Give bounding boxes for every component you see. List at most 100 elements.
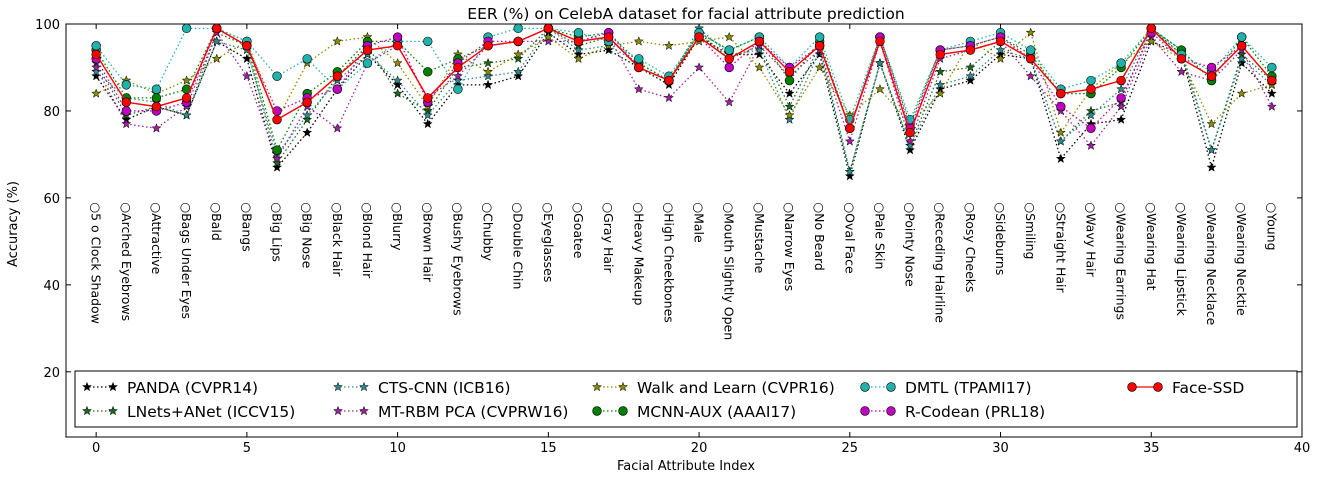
attribute-label: ○Mustache (752, 202, 767, 273)
x-tick-label: 40 (1294, 441, 1311, 456)
data-point (814, 62, 825, 72)
data-point (1266, 88, 1277, 98)
data-point (845, 123, 855, 134)
data-point (694, 62, 705, 72)
data-point (513, 49, 524, 59)
legend-label: PANDA (CVPR14) (127, 379, 258, 397)
data-point (844, 136, 855, 146)
data-point (1237, 32, 1247, 42)
data-point (241, 70, 252, 81)
attribute-label: ○Wearing Hat (1144, 202, 1159, 290)
attribute-label: ○Straight Hair (1053, 202, 1068, 293)
data-point (272, 71, 282, 81)
data-point (271, 157, 283, 168)
data-point (603, 32, 614, 42)
data-point (573, 53, 584, 64)
data-point (1025, 27, 1036, 38)
data-point (181, 109, 192, 120)
data-point (121, 80, 131, 90)
data-point (362, 45, 373, 55)
data-point (874, 57, 886, 68)
data-point (995, 53, 1006, 64)
data-point (1237, 41, 1247, 51)
data-point (1206, 162, 1217, 172)
data-point (935, 66, 946, 77)
series-line (95, 27, 1273, 135)
data-point (1055, 127, 1066, 138)
data-point (513, 23, 523, 34)
attribute-label: ○Wearing Necktie (1234, 202, 1249, 316)
data-point (905, 127, 915, 138)
data-point (694, 32, 704, 42)
data-point (513, 53, 524, 64)
data-point (784, 67, 795, 77)
data-point (905, 140, 916, 151)
chart-title: EER (%) on CelebA dataset for facial att… (467, 5, 904, 23)
attribute-label: ○Bags Under Eyes (179, 202, 194, 319)
data-point (784, 101, 795, 111)
data-point (724, 45, 734, 55)
x-tick-label: 15 (540, 441, 557, 456)
legend-marker (81, 405, 93, 416)
data-point (965, 45, 976, 55)
data-point (784, 75, 795, 86)
data-point (543, 36, 554, 46)
data-point (1267, 75, 1277, 86)
data-point (482, 79, 494, 90)
attribute-label: ○Pointy Nose (903, 202, 918, 287)
data-point (482, 57, 494, 68)
y-tick-label: 80 (43, 105, 60, 120)
attribute-label: ○Blurry (390, 202, 405, 251)
legend-box (74, 370, 1298, 428)
attribute-label: ○Attractive (149, 202, 164, 274)
x-tick-label: 20 (691, 441, 708, 456)
attribute-label: ○Rosy Cheeks (963, 202, 978, 292)
data-point (1085, 109, 1097, 120)
data-point (995, 36, 1006, 47)
data-point (1236, 88, 1247, 98)
attribute-label: ○Heavy Makeup (631, 202, 646, 305)
legend-marker (81, 381, 93, 392)
data-point (663, 40, 674, 51)
data-point (1086, 84, 1096, 94)
legend-entry: LNets+ANet (ICCV15) (81, 403, 295, 421)
legend-marker (591, 381, 603, 392)
data-point (754, 62, 765, 72)
data-point (332, 84, 343, 94)
data-point (724, 54, 734, 64)
data-point (965, 70, 976, 81)
attribute-label: ○Black Hair (330, 202, 345, 277)
y-tick-label: 100 (35, 18, 60, 33)
data-point (422, 109, 433, 120)
legend-entry: CTS-CNN (ICB16) (332, 379, 511, 397)
y-tick-label: 40 (43, 279, 60, 294)
legend-label: Walk and Learn (CVPR16) (637, 379, 835, 397)
attribute-label: ○Mouth Slightly Open (722, 202, 737, 340)
data-point (1056, 101, 1066, 112)
attribute-label: ○Male (692, 202, 707, 243)
data-point (633, 83, 644, 94)
data-point (1176, 54, 1187, 64)
attribute-label: ○Gray Hair (601, 202, 616, 273)
attribute-label: ○Brown Hair (420, 202, 435, 283)
data-point (1086, 75, 1096, 86)
data-point (362, 58, 373, 68)
data-point (151, 123, 162, 133)
data-point (181, 75, 192, 85)
data-point (784, 88, 795, 98)
attribute-label: ○Chubby (481, 202, 496, 261)
data-point (874, 83, 886, 94)
data-point (1146, 23, 1156, 34)
data-point (513, 36, 523, 47)
data-point (272, 145, 282, 155)
data-point (302, 127, 313, 138)
data-point (392, 75, 403, 85)
attribute-label: ○Bangs (239, 202, 254, 252)
attribute-label: ○Wearing Necklace (1204, 202, 1219, 325)
attribute-label: ○Narrow Eyes (782, 202, 797, 291)
data-point (543, 31, 554, 42)
series-line (95, 27, 1273, 131)
data-point (724, 96, 735, 107)
series-line (95, 27, 1273, 152)
legend-marker (860, 382, 870, 392)
